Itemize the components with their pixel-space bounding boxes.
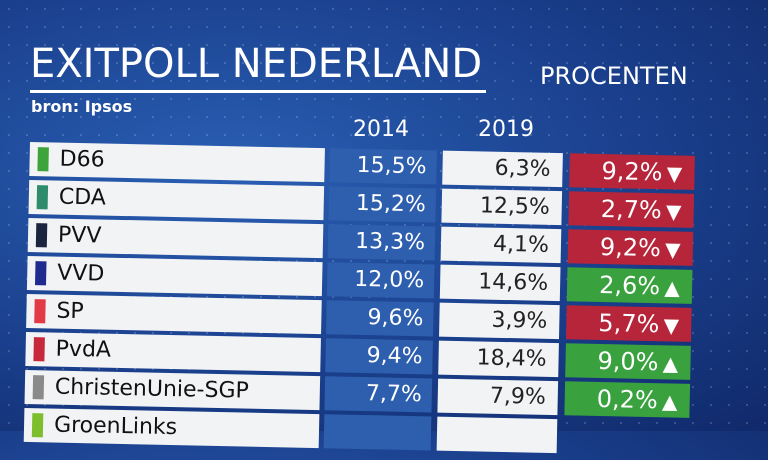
party-name: CDA — [58, 184, 107, 211]
results-table: D66 15,5% 6,3% 9,2% ▼ CDA 15,2% 12,5% 2,7… — [23, 142, 710, 460]
party-color-swatch — [35, 223, 48, 248]
party-name: VVD — [56, 260, 105, 287]
change-badge: 5,7% ▼ — [565, 305, 692, 342]
party-color-swatch — [37, 147, 49, 172]
year-2019-header: 2019 — [478, 117, 534, 142]
value-2019: 12,5% — [441, 188, 563, 226]
change-arrow-icon: ▲ — [662, 351, 679, 376]
party-name: D66 — [59, 146, 105, 173]
year-2014-header: 2014 — [353, 117, 409, 142]
change-badge: 2,7% ▼ — [568, 191, 695, 228]
value-2019 — [436, 416, 558, 454]
change-value: 9,0% — [597, 346, 659, 377]
party-name: PVV — [57, 222, 102, 249]
change-arrow-icon: ▲ — [661, 389, 678, 414]
page-title: EXITPOLL NEDERLAND — [30, 38, 487, 93]
value-2014: 15,2% — [328, 186, 437, 223]
party-color-swatch — [36, 185, 49, 210]
change-value: 5,7% — [598, 308, 660, 339]
party-name: ChristenUnie-SGP — [54, 374, 250, 404]
value-2014: 9,4% — [325, 338, 433, 375]
party-color-swatch — [33, 337, 45, 362]
change-value: 9,2% — [599, 232, 662, 263]
unit-label: PROCENTEN — [540, 62, 688, 90]
value-2019: 4,1% — [440, 226, 562, 264]
change-badge: 2,6% ▲ — [566, 267, 693, 304]
change-value: 2,7% — [600, 194, 663, 225]
change-value: 0,2% — [596, 384, 659, 415]
party-color-swatch — [31, 413, 44, 438]
value-2014: 7,7% — [324, 376, 433, 413]
party-name: SP — [56, 298, 84, 325]
change-arrow-icon: ▼ — [663, 313, 680, 338]
change-arrow-icon: ▲ — [664, 275, 681, 300]
party-color-swatch — [32, 375, 45, 400]
change-arrow-icon: ▼ — [666, 161, 683, 186]
change-badge: 0,2% ▲ — [564, 381, 691, 418]
value-2014: 9,6% — [326, 300, 434, 337]
value-2019: 6,3% — [442, 150, 563, 188]
change-arrow-icon: ▼ — [664, 237, 681, 262]
value-2014: 15,5% — [329, 148, 437, 185]
value-2014: 13,3% — [327, 224, 436, 261]
change-badge: 9,0% ▲ — [565, 343, 691, 380]
party-name: PvdA — [55, 336, 112, 363]
party-color-swatch — [34, 299, 46, 324]
value-2019: 3,9% — [439, 302, 560, 340]
change-value: 2,6% — [598, 270, 661, 301]
change-badge: 9,2% ▼ — [569, 153, 695, 190]
party-name: GroenLinks — [53, 412, 178, 441]
change-badge: 9,2% ▼ — [567, 229, 694, 266]
source-label: bron: Ipsos — [31, 97, 133, 116]
change-value: 9,2% — [601, 156, 663, 187]
value-2019: 7,9% — [437, 378, 559, 416]
value-2014 — [323, 414, 432, 451]
change-arrow-icon: ▼ — [665, 199, 682, 224]
party-color-swatch — [35, 261, 47, 286]
value-2019: 14,6% — [439, 264, 561, 302]
value-2019: 18,4% — [438, 340, 559, 378]
value-2014: 12,0% — [326, 262, 435, 299]
